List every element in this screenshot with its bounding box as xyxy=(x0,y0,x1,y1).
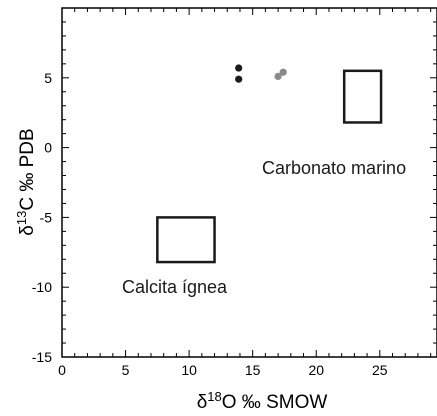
y-tick-label: -15 xyxy=(32,349,52,365)
x-tick-label: 10 xyxy=(181,362,197,378)
axis-ticks xyxy=(61,7,437,358)
y-axis-title-rest: C ‰ PDB xyxy=(17,128,38,210)
region-label: Calcita ígnea xyxy=(122,277,228,297)
x-tick-label: 20 xyxy=(308,362,324,378)
data-points xyxy=(235,64,287,83)
plot-frame xyxy=(61,7,437,358)
data-point xyxy=(274,72,282,81)
region-box xyxy=(156,216,216,264)
x-tick-label: 5 xyxy=(122,362,130,378)
y-tick-label: -10 xyxy=(32,279,52,295)
y-tick-label: -5 xyxy=(40,209,53,225)
region-box xyxy=(342,69,383,124)
x-tick-label: 15 xyxy=(245,362,261,378)
y-tick-label: 0 xyxy=(44,140,52,156)
x-axis-title-sup: 18 xyxy=(207,389,221,404)
y-tick-label: 5 xyxy=(44,70,52,86)
x-axis-title: δ18O ‰ SMOW xyxy=(197,389,328,413)
axis-tick-labels: 0 5 10 15 20 25 5 0 -5 -10 -15 xyxy=(32,70,388,378)
data-point xyxy=(235,75,243,83)
data-point xyxy=(279,68,287,76)
x-axis-title-prefix: δ xyxy=(197,392,208,413)
x-axis-title-rest: O ‰ SMOW xyxy=(222,392,328,413)
region-labels: Carbonato marino Calcita ígnea xyxy=(122,158,406,297)
y-axis-title: δ13C ‰ PDB xyxy=(14,128,38,235)
x-tick-label: 25 xyxy=(372,362,388,378)
x-tick-label: 0 xyxy=(58,362,66,378)
region-label: Carbonato marino xyxy=(262,158,406,178)
y-axis-title-prefix: δ xyxy=(17,225,38,236)
region-boxes xyxy=(156,69,383,264)
y-axis-title-sup: 13 xyxy=(14,211,29,225)
data-point xyxy=(235,64,243,72)
